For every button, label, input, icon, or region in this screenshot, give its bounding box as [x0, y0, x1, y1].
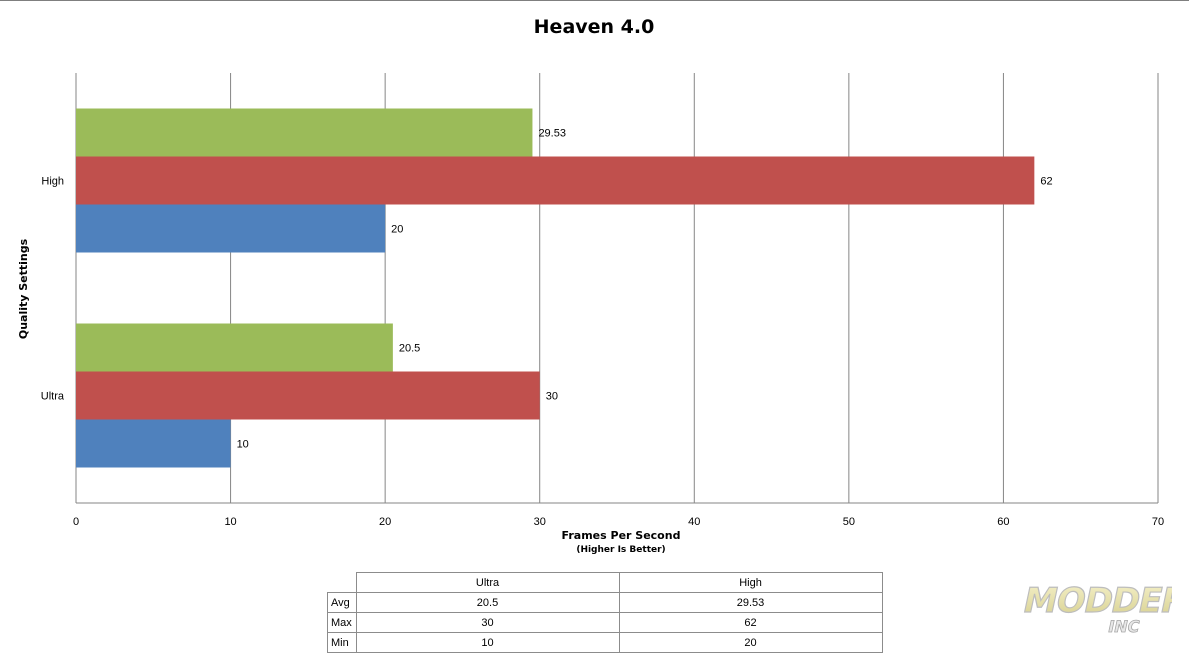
table-cell: 29.53 — [618, 592, 883, 613]
x-tick-label: 50 — [843, 516, 855, 528]
data-label: 30 — [546, 391, 558, 403]
x-axis-title: Frames Per Second — [562, 529, 681, 542]
table-row-label: Max — [327, 612, 357, 633]
table-cell: 20 — [618, 632, 883, 653]
data-label: 29.53 — [538, 128, 566, 140]
bar-max-high — [76, 156, 1035, 205]
table-column-high: High — [618, 572, 883, 593]
table-corner — [327, 572, 357, 593]
bar-min-high — [76, 204, 386, 253]
x-tick-label: 60 — [997, 516, 1009, 528]
table-row: Avg 20.5 29.53 — [327, 592, 883, 613]
bar-max-ultra — [76, 371, 540, 420]
table-cell: 62 — [618, 612, 883, 633]
data-label: 20.5 — [399, 343, 420, 355]
data-labels: 29.53 62 20 20.5 30 10 — [237, 128, 1053, 451]
x-tick-label: 40 — [688, 516, 700, 528]
x-axis-subtitle: (Higher Is Better) — [576, 545, 665, 555]
modders-inc-logo: MODDERS INC — [1019, 581, 1172, 637]
table-cell: 30 — [355, 612, 620, 633]
watermark-subtext: INC — [1106, 617, 1141, 636]
bars — [76, 108, 1035, 468]
data-label: 62 — [1040, 176, 1052, 188]
y-axis-title: Quality Settings — [17, 238, 30, 339]
top-rule — [0, 0, 1189, 1]
data-label: 10 — [237, 439, 249, 451]
x-tick-labels: 0 10 20 30 40 50 60 70 — [73, 516, 1164, 528]
table-column-ultra: Ultra — [355, 572, 620, 593]
bar-avg-ultra — [76, 323, 393, 372]
x-tick-label: 70 — [1152, 516, 1164, 528]
x-tick-label: 20 — [379, 516, 391, 528]
x-tick-label: 10 — [224, 516, 236, 528]
table-row: Min 10 20 — [327, 632, 883, 653]
table-header-row: Ultra High — [327, 572, 883, 593]
watermark-text: MODDERS — [1020, 581, 1172, 621]
table-row-label: Min — [327, 632, 357, 653]
bar-avg-high — [76, 108, 533, 157]
data-table: Ultra High Avg 20.5 29.53 Max 30 62 Min … — [327, 572, 883, 653]
table-row: Max 30 62 — [327, 612, 883, 633]
x-tick-label: 30 — [534, 516, 546, 528]
table-cell: 10 — [355, 632, 620, 653]
bar-min-ultra — [76, 419, 231, 468]
x-tick-label: 0 — [73, 516, 79, 528]
y-category-label: Ultra — [41, 391, 65, 403]
chart-title: Heaven 4.0 — [534, 16, 655, 38]
y-category-label: High — [41, 176, 64, 188]
data-label: 20 — [391, 224, 403, 236]
table-row-label: Avg — [327, 592, 357, 613]
table-cell: 20.5 — [355, 592, 620, 613]
y-category-labels: High Ultra — [41, 176, 65, 403]
bar-chart: Heaven 4.0 29.53 62 20 20.5 30 10 0 10 20 30 40 50… — [17, 16, 1164, 555]
